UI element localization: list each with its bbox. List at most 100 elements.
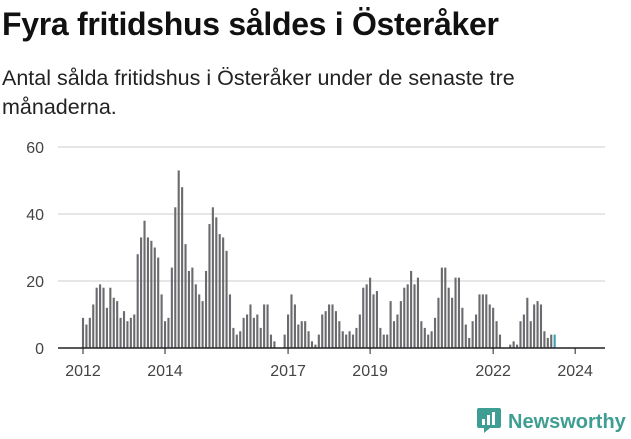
bar [150, 240, 153, 348]
bar [522, 314, 525, 348]
bar [266, 304, 269, 348]
bar [512, 341, 515, 348]
y-tick-label: 20 [26, 274, 44, 291]
bar [488, 304, 491, 348]
x-tick-label: 2024 [557, 363, 593, 380]
bar [375, 291, 378, 348]
bar [225, 250, 228, 348]
x-tick-label: 2017 [270, 363, 306, 380]
bar [252, 317, 255, 348]
bar [362, 287, 365, 348]
bar [133, 314, 136, 348]
bar [256, 314, 259, 348]
bar [269, 334, 273, 348]
bar [468, 337, 471, 348]
bar [215, 217, 218, 348]
bar [235, 334, 238, 348]
bar [382, 334, 385, 348]
bar [249, 304, 252, 348]
bar [95, 287, 98, 348]
bar [228, 294, 232, 348]
bar [194, 284, 197, 348]
bar [539, 304, 543, 348]
bar [198, 294, 201, 348]
bar [420, 321, 423, 348]
bar [191, 267, 194, 348]
bar [365, 284, 368, 348]
chart-subtitle: Antal sålda fritidshus i Österåker under… [2, 66, 515, 119]
newsworthy-logo-icon [476, 406, 502, 439]
bar [546, 337, 549, 348]
bar [85, 324, 88, 348]
bar [437, 297, 440, 348]
bar [416, 277, 420, 348]
bar [471, 321, 474, 348]
bar [509, 344, 512, 348]
bar [334, 311, 337, 348]
bar [297, 324, 300, 348]
bar [119, 317, 122, 348]
bar [314, 344, 317, 348]
bar [389, 301, 392, 348]
bar [109, 287, 112, 348]
brand-logo: Newsworthy [476, 406, 626, 439]
bar [187, 270, 191, 348]
bar [386, 334, 389, 348]
bar [163, 321, 167, 348]
bar [358, 314, 361, 348]
bar [457, 277, 461, 348]
x-tick-label: 2022 [475, 363, 511, 380]
annotation-label: 4 [579, 0, 588, 4]
brand-name: Newsworthy [508, 411, 626, 433]
bar [396, 314, 399, 348]
bar [222, 237, 225, 348]
bar [341, 331, 344, 348]
bar [317, 334, 320, 348]
bar [99, 284, 102, 348]
bar [392, 321, 396, 348]
bar [403, 287, 406, 348]
bar [495, 321, 498, 348]
bar [498, 334, 502, 348]
x-tick-label: 2012 [65, 363, 101, 380]
bar [218, 234, 221, 348]
bar [451, 297, 454, 348]
bar [140, 237, 143, 348]
bar [273, 341, 276, 348]
bar [122, 311, 126, 348]
bar [290, 294, 293, 348]
bar [324, 311, 327, 348]
bar [211, 207, 214, 348]
bar [201, 301, 204, 348]
bar [126, 321, 129, 348]
bar [232, 327, 235, 348]
bar [174, 207, 177, 348]
bar [208, 224, 211, 348]
bar [410, 270, 413, 348]
bar [246, 314, 249, 348]
bar [427, 334, 430, 348]
bar [406, 284, 409, 348]
bar [204, 270, 208, 348]
bar [81, 317, 85, 348]
bar [526, 297, 529, 348]
bar [136, 254, 139, 348]
bar [112, 297, 115, 348]
y-tick-label: 40 [26, 207, 44, 224]
bar [146, 237, 149, 348]
bar [461, 307, 464, 348]
bar [88, 317, 91, 348]
bar [92, 304, 95, 348]
bar [105, 307, 108, 348]
bar [143, 220, 146, 348]
bar [553, 334, 556, 348]
bar [181, 187, 184, 348]
bar [177, 170, 180, 348]
bar [348, 331, 351, 348]
bar [355, 327, 358, 348]
x-tick-label: 2014 [147, 363, 183, 380]
bar [259, 327, 262, 348]
bar [304, 321, 307, 348]
bar [413, 284, 416, 348]
